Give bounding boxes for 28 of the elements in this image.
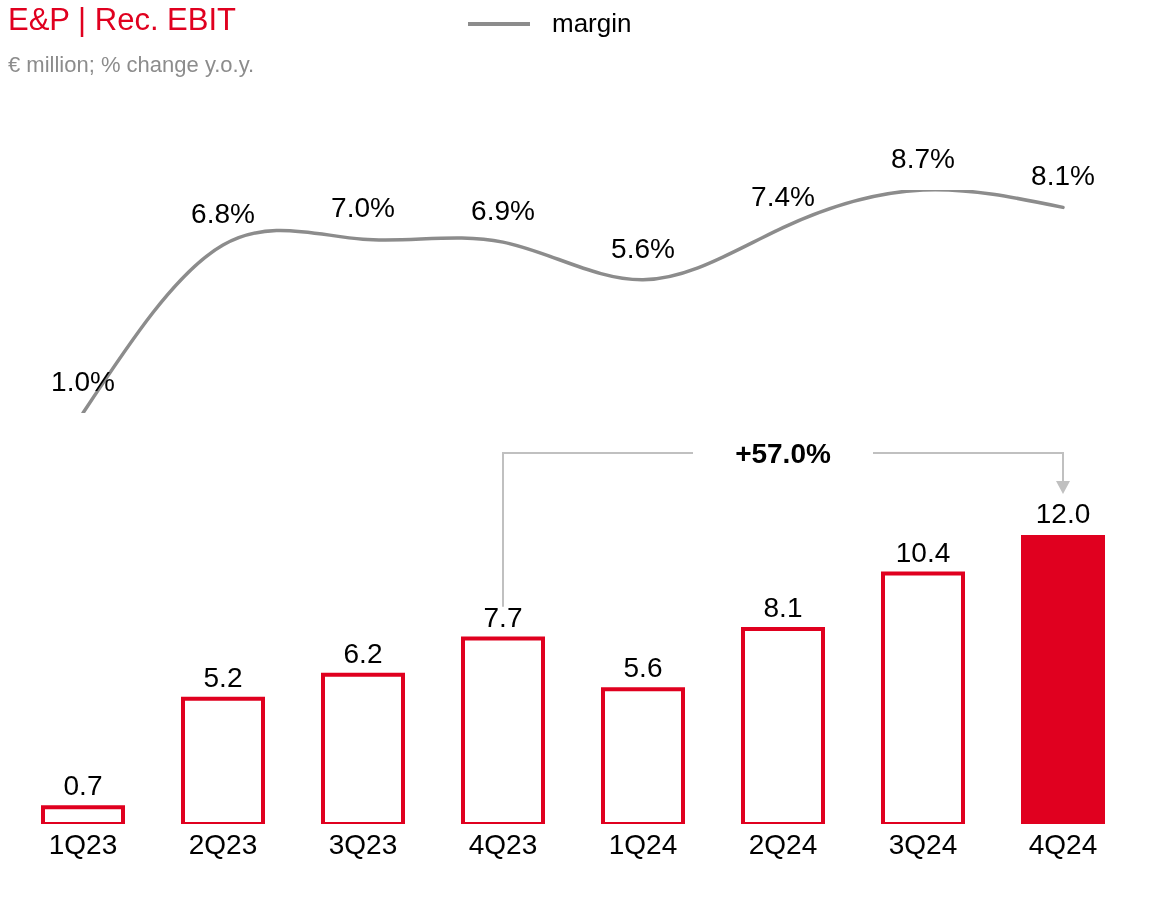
data-label: 5.6: [623, 652, 663, 684]
data-label: 6.8%: [191, 198, 255, 230]
x-tick-label: 4Q24: [1028, 828, 1098, 860]
chart-subtitle: € million; % change y.o.y.: [8, 52, 255, 78]
legend-label: margin: [552, 8, 632, 39]
data-label: 7.4%: [751, 180, 815, 212]
data-label: 12.0: [1035, 498, 1091, 529]
chart-title: E&P | Rec. EBIT: [8, 2, 237, 38]
data-label: 7.0%: [331, 192, 395, 224]
x-tick-label: 3Q23: [328, 828, 398, 860]
x-tick-label: 3Q24: [888, 828, 958, 860]
text: +57.0%: [735, 438, 831, 469]
data-label: 8.7%: [891, 143, 955, 174]
x-tick-label: 1Q23: [48, 828, 118, 860]
data-label: 6.2: [343, 637, 383, 669]
data-label: 8.1: [763, 591, 803, 623]
data-label: 5.6%: [611, 232, 675, 264]
x-tick-label: 2Q23: [188, 828, 258, 860]
data-label: 5.2: [203, 661, 243, 693]
x-tick-label: 4Q23: [468, 828, 538, 860]
data-label: 10.4: [895, 536, 951, 568]
data-label: 6.9%: [471, 195, 535, 227]
x-tick-label: 1Q24: [608, 828, 678, 860]
data-label: 0.7: [63, 770, 103, 802]
x-tick-label: 2Q24: [748, 828, 818, 860]
data-label: 1.0%: [51, 366, 115, 397]
data-label: 7.7: [483, 601, 523, 633]
data-label: 8.1%: [1031, 160, 1095, 192]
